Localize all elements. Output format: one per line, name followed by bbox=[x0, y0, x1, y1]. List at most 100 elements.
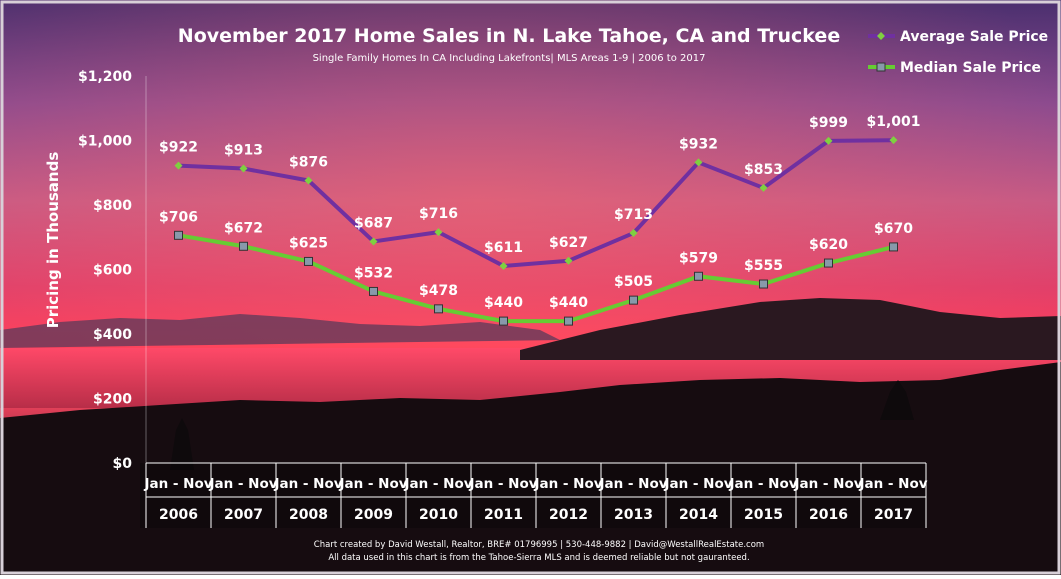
average-sale-price-point bbox=[759, 183, 768, 192]
y-axis: $0 $200 $400 $600 $800 $1,000 $1,200 bbox=[78, 69, 147, 472]
x-tick-label: 2013 bbox=[614, 507, 653, 523]
y-tick-label: $600 bbox=[93, 263, 132, 279]
average-sale-price-point bbox=[564, 256, 573, 265]
median-sale-price-line bbox=[176, 233, 896, 324]
x-period-label: Jan - Nov bbox=[273, 476, 342, 492]
legend-median-label: Median Sale Price bbox=[900, 60, 1041, 76]
y-tick-label: $1,200 bbox=[78, 69, 132, 85]
x-tick-label: 2008 bbox=[289, 507, 328, 523]
x-period-label: Jan - Nov bbox=[208, 476, 277, 492]
chart-title: November 2017 Home Sales in N. Lake Taho… bbox=[178, 25, 840, 47]
median-sale-price-point bbox=[434, 304, 443, 314]
y-axis-label: Pricing in Thousands bbox=[44, 152, 62, 329]
x-period-label: Jan - Nov bbox=[143, 476, 212, 492]
x-tick-label: 2016 bbox=[809, 507, 848, 523]
median-sale-price-point bbox=[174, 230, 183, 240]
x-tick-label: 2010 bbox=[419, 507, 458, 523]
average-sale-price-point bbox=[824, 136, 833, 145]
x-period-label: Jan - Nov bbox=[598, 476, 667, 492]
median-sale-price-data-label: $670 bbox=[874, 221, 913, 237]
x-tick-label: 2007 bbox=[224, 507, 263, 523]
average-sale-price-point bbox=[889, 136, 898, 145]
average-sale-price-point bbox=[304, 176, 313, 185]
y-tick-label: $200 bbox=[93, 392, 132, 408]
average-sale-price-point bbox=[174, 161, 183, 170]
median-sale-price-data-label: $706 bbox=[159, 209, 198, 225]
x-tick-label: 2011 bbox=[484, 507, 523, 523]
y-tick-label: $1,000 bbox=[78, 134, 132, 150]
x-period-label: Jan - Nov bbox=[533, 476, 602, 492]
average-sale-price-data-label: $876 bbox=[289, 154, 328, 170]
y-tick-label: $0 bbox=[113, 456, 133, 472]
average-sale-price-point bbox=[434, 228, 443, 237]
x-period-label: Jan - Nov bbox=[403, 476, 472, 492]
x-period-label: Jan - Nov bbox=[338, 476, 407, 492]
median-sale-price-point bbox=[824, 258, 833, 268]
average-sale-price-data-label: $611 bbox=[484, 240, 523, 256]
median-sale-price-data-label: $532 bbox=[354, 265, 393, 281]
x-period-label: Jan - Nov bbox=[858, 476, 927, 492]
median-sale-price-point bbox=[499, 316, 508, 326]
x-tick-label: 2012 bbox=[549, 507, 588, 523]
y-tick-label: $400 bbox=[93, 327, 132, 343]
average-sale-price-data-label: $932 bbox=[679, 136, 718, 152]
median-sale-price-point bbox=[369, 286, 378, 296]
chart-subtitle: Single Family Homes In CA Including Lake… bbox=[313, 53, 706, 64]
median-sale-price-point bbox=[759, 279, 768, 289]
average-sale-price-data-label: $627 bbox=[549, 235, 588, 251]
average-sale-price-point bbox=[629, 229, 638, 238]
x-tick-label: 2006 bbox=[159, 507, 198, 523]
footer-disclaimer: All data used in this chart is from the … bbox=[328, 553, 749, 563]
median-sale-price-data-label: $672 bbox=[224, 220, 263, 236]
x-tick-label: 2015 bbox=[744, 507, 783, 523]
x-period-label: Jan - Nov bbox=[468, 476, 537, 492]
average-sale-price-data-label: $922 bbox=[159, 140, 198, 156]
median-sale-price-data-label: $579 bbox=[679, 250, 718, 266]
median-sale-price-data-label: $505 bbox=[614, 274, 653, 290]
median-sale-price-point bbox=[889, 242, 898, 252]
x-period-label: Jan - Nov bbox=[728, 476, 797, 492]
average-sale-price-data-label: $716 bbox=[419, 206, 458, 222]
median-sale-price-point bbox=[629, 295, 638, 305]
average-sale-price-point bbox=[369, 237, 378, 246]
legend-average-marker bbox=[877, 32, 885, 40]
median-sale-price-data-label: $625 bbox=[289, 235, 328, 251]
average-sale-price-point bbox=[694, 158, 703, 167]
series-layer: $922 $913 $876 $687 $716 $611 $627 $713 $932 $853… bbox=[159, 114, 921, 326]
median-sale-price-data-label: $440 bbox=[549, 295, 588, 311]
footer-credit: Chart created by David Westall, Realtor,… bbox=[314, 540, 764, 550]
x-period-label: Jan - Nov bbox=[793, 476, 862, 492]
median-sale-price-data-label: $620 bbox=[809, 237, 848, 253]
average-sale-price-data-label: $853 bbox=[744, 162, 783, 178]
average-sale-price-data-label: $1,001 bbox=[866, 114, 920, 130]
x-tick-label: 2017 bbox=[874, 507, 913, 523]
average-sale-price-point bbox=[239, 164, 248, 173]
legend-median-marker bbox=[876, 62, 886, 72]
x-axis: Jan - Nov 2006 Jan - Nov 2007 Jan - Nov 2008 J… bbox=[140, 462, 928, 528]
average-sale-price-point bbox=[499, 261, 508, 270]
median-sale-price-point bbox=[239, 241, 248, 251]
median-sale-price-data-label: $478 bbox=[419, 283, 458, 299]
legend: Average Sale Price Median Sale Price bbox=[868, 29, 1048, 76]
legend-average-label: Average Sale Price bbox=[900, 29, 1048, 45]
x-tick-label: 2009 bbox=[354, 507, 393, 523]
median-sale-price-point bbox=[304, 256, 313, 266]
average-sale-price-line bbox=[176, 138, 896, 268]
average-sale-price-data-label: $913 bbox=[224, 143, 263, 159]
x-axis-table-bg bbox=[140, 463, 926, 528]
average-sale-price-data-label: $713 bbox=[614, 207, 653, 223]
legend-item-average: Average Sale Price bbox=[868, 29, 1048, 45]
x-tick-label: 2014 bbox=[679, 507, 718, 523]
average-sale-price-data-label: $999 bbox=[809, 115, 848, 131]
median-sale-price-data-label: $555 bbox=[744, 258, 783, 274]
legend-item-median: Median Sale Price bbox=[868, 60, 1041, 76]
median-sale-price-data-label: $440 bbox=[484, 295, 523, 311]
median-sale-price-point bbox=[564, 316, 573, 326]
median-sale-price-point bbox=[694, 271, 703, 281]
x-period-label: Jan - Nov bbox=[663, 476, 732, 492]
average-sale-price-data-label: $687 bbox=[354, 215, 393, 231]
